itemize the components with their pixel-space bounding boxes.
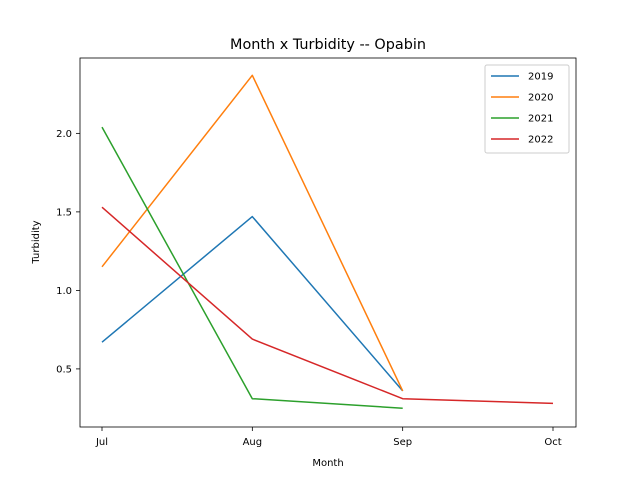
series-line-2020 bbox=[101, 74, 404, 392]
legend-label: 2022 bbox=[528, 135, 553, 146]
series-line-2019 bbox=[101, 215, 404, 392]
legend-label: 2021 bbox=[528, 114, 553, 125]
series-line-2021 bbox=[101, 126, 403, 409]
x-axis: Jul Aug Sep Oct bbox=[95, 427, 562, 448]
y-axis: 0.5 1.0 1.5 2.0 bbox=[56, 129, 80, 375]
y-tick-label: 2.0 bbox=[56, 129, 72, 140]
y-axis-label: Turbidity bbox=[31, 220, 42, 264]
series-line-2022 bbox=[101, 206, 554, 405]
legend: 2019 2020 2021 2022 bbox=[484, 64, 570, 154]
x-axis-label: Month bbox=[312, 458, 343, 469]
chart-title: Month x Turbidity -- Opabin bbox=[230, 37, 426, 53]
plot-area bbox=[101, 74, 554, 409]
x-tick-label: Oct bbox=[544, 437, 561, 448]
x-tick-label: Jul bbox=[95, 437, 108, 448]
y-tick-label: 1.5 bbox=[56, 207, 72, 218]
plot-frame bbox=[79, 57, 577, 428]
legend-label: 2020 bbox=[528, 93, 553, 104]
y-tick-label: 0.5 bbox=[56, 364, 72, 375]
legend-box bbox=[484, 64, 570, 154]
legend-label: 2019 bbox=[528, 72, 553, 83]
y-tick-label: 1.0 bbox=[56, 286, 72, 297]
x-tick-label: Aug bbox=[243, 437, 263, 448]
x-tick-label: Sep bbox=[393, 437, 412, 448]
